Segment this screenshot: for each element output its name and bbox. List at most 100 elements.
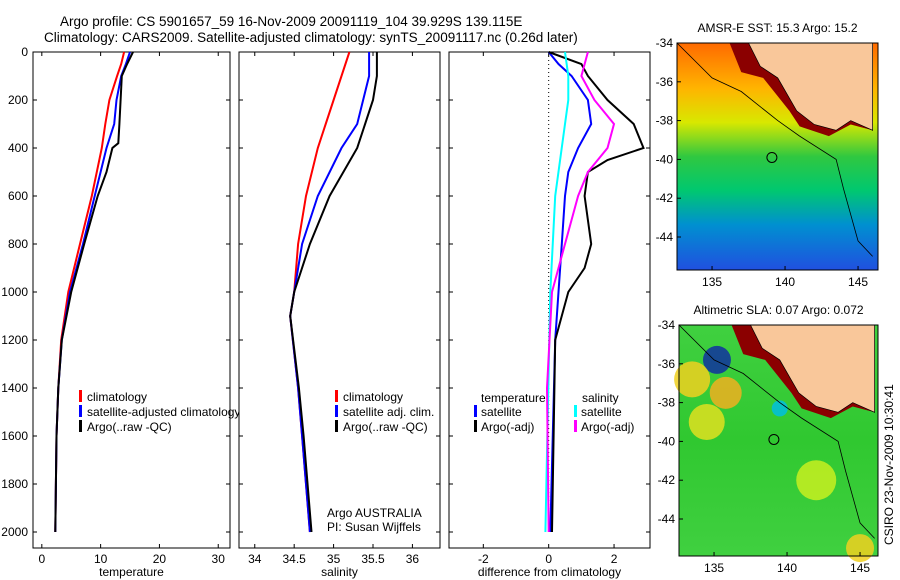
map-y-tick-label: -44: [658, 512, 676, 526]
shelf-contour: [678, 324, 875, 539]
x-tick-label: -2: [478, 552, 489, 566]
map-y-tick-label: -34: [658, 318, 676, 332]
legend-swatch: [79, 405, 82, 417]
legend-swatch: [335, 405, 338, 417]
y-tick-label: 1000: [1, 285, 28, 299]
legend-swatch: [335, 390, 338, 402]
y-tick-label: 0: [21, 45, 28, 59]
map-y-tick-label: -38: [658, 396, 676, 410]
y-tick-label: 1800: [1, 477, 28, 491]
x-tick-label: 30: [212, 552, 226, 566]
x-tick-label: 2: [611, 552, 618, 566]
figure-title-line1: Argo profile: CS 5901657_59 16-Nov-2009 …: [60, 14, 523, 29]
legend-label: Argo(-adj): [581, 420, 634, 434]
plot-frame: [238, 51, 441, 549]
panel-salinity: 34 34.5 35 35.5 36 salinity climatologysatelli…: [238, 51, 441, 579]
anomaly-blob: [846, 534, 875, 563]
x-axis-label: temperature: [99, 565, 164, 579]
x-axis-label: salinity: [321, 565, 358, 579]
shelf-contour: [676, 42, 873, 257]
legend-label: Argo(-adj): [481, 420, 534, 434]
map-title: AMSR-E SST: 15.3 Argo: 15.2: [697, 21, 857, 35]
y-tick-label: 200: [8, 93, 28, 107]
x-tick-label: 0: [38, 552, 45, 566]
series-line-temperature-argo-adj-: [548, 51, 645, 533]
x-tick-label: 0: [545, 552, 552, 566]
x-tick-label: 34: [248, 552, 262, 566]
annotation-text: PI: Susan Wijffels: [327, 520, 421, 534]
y-tick-label: 400: [8, 141, 28, 155]
legend-label: Argo(..raw -QC): [343, 420, 428, 434]
series-line-argo-raw-qc-: [54, 51, 134, 533]
anomaly-blob: [796, 460, 837, 501]
legend-header-salinity: salinity: [582, 391, 619, 405]
map-y-tick-label: -42: [658, 473, 676, 487]
x-tick-label: 35.5: [361, 552, 385, 566]
sst-map: -34 -36 -38 -40 -42 -44 135 140 145 AMSR-E SST: 1…: [656, 21, 879, 289]
map-y-tick-label: -44: [656, 230, 674, 244]
y-tick-label: 1400: [1, 381, 28, 395]
map-title: Altimetric SLA: 0.07 Argo: 0.072: [693, 303, 863, 317]
x-tick-label: 20: [153, 552, 167, 566]
map-frame: [678, 324, 879, 557]
legend-swatch: [335, 420, 338, 432]
series-line-argo-raw-qc-: [289, 52, 378, 533]
map-y-tick-label: -36: [656, 75, 674, 89]
argo-location-marker: [766, 151, 778, 163]
anomaly-blob: [709, 376, 742, 409]
series-line-satellite-adj-clim-: [289, 52, 371, 533]
legend-swatch: [574, 405, 577, 417]
map-x-tick-label: 145: [848, 275, 868, 289]
x-tick-label: 10: [94, 552, 108, 566]
legend-header-temperature: temperature: [481, 391, 546, 405]
series-line-temperature-satellite: [547, 51, 593, 533]
legend-swatch: [79, 390, 82, 402]
map-x-tick-label: 135: [702, 275, 722, 289]
anomaly-blob: [688, 404, 725, 440]
map-y-tick-label: -40: [656, 152, 674, 166]
map-x-tick-label: 145: [850, 561, 870, 575]
legend-label: climatology: [343, 390, 403, 404]
series-line-salinity-satellite: [544, 51, 570, 533]
anomaly-blob: [702, 345, 731, 374]
y-tick-label: 2000: [1, 525, 28, 539]
y-tick-label: 800: [8, 237, 28, 251]
legend-label: satellite: [581, 405, 622, 419]
legend-swatch: [574, 420, 577, 432]
plot-frame: [32, 51, 231, 549]
x-tick-label: 36: [406, 552, 420, 566]
map-x-tick-label: 135: [704, 561, 724, 575]
anomaly-blob: [674, 361, 711, 398]
legend-label: satellite-adjusted climatology: [87, 405, 240, 419]
legend-swatch: [474, 405, 477, 417]
map-x-tick-label: 140: [775, 275, 795, 289]
map-y-tick-label: -34: [656, 36, 674, 50]
y-tick-label: 600: [8, 189, 28, 203]
map-y-tick-label: -36: [658, 357, 676, 371]
land-australia: [747, 42, 873, 131]
series-line-salinity-argo-adj-: [545, 51, 616, 533]
legend-label: Argo(..raw -QC): [87, 420, 172, 434]
map-y-tick-label: -42: [656, 191, 674, 205]
panel-temperature: 0 10 20 30 0 200 400 600 800 1000 1200 1400 1600 1800…: [1, 45, 240, 579]
legend-swatch: [474, 420, 477, 432]
x-tick-label: 34.5: [282, 552, 306, 566]
anomaly-blob: [771, 400, 788, 417]
y-tick-label: 1200: [1, 333, 28, 347]
legend-swatch: [79, 420, 82, 432]
map-frame: [676, 42, 879, 271]
map-x-tick-label: 140: [777, 561, 797, 575]
figure-title-line2: Climatology: CARS2009. Satellite-adjuste…: [44, 30, 578, 45]
legend-label: climatology: [87, 390, 147, 404]
x-axis-label: difference from climatology: [478, 565, 621, 579]
side-label: CSIRO 23-Nov-2009 10:30:41: [882, 384, 896, 545]
y-tick-label: 1600: [1, 429, 28, 443]
land-australia: [749, 324, 875, 413]
legend-label: satellite adj. clim.: [343, 405, 434, 419]
x-tick-label: 35: [327, 552, 341, 566]
legend-label: satellite: [481, 405, 522, 419]
sla-map: -34 -36 -38 -40 -42 -44 135 140 145 Altimetric SL…: [658, 303, 879, 575]
